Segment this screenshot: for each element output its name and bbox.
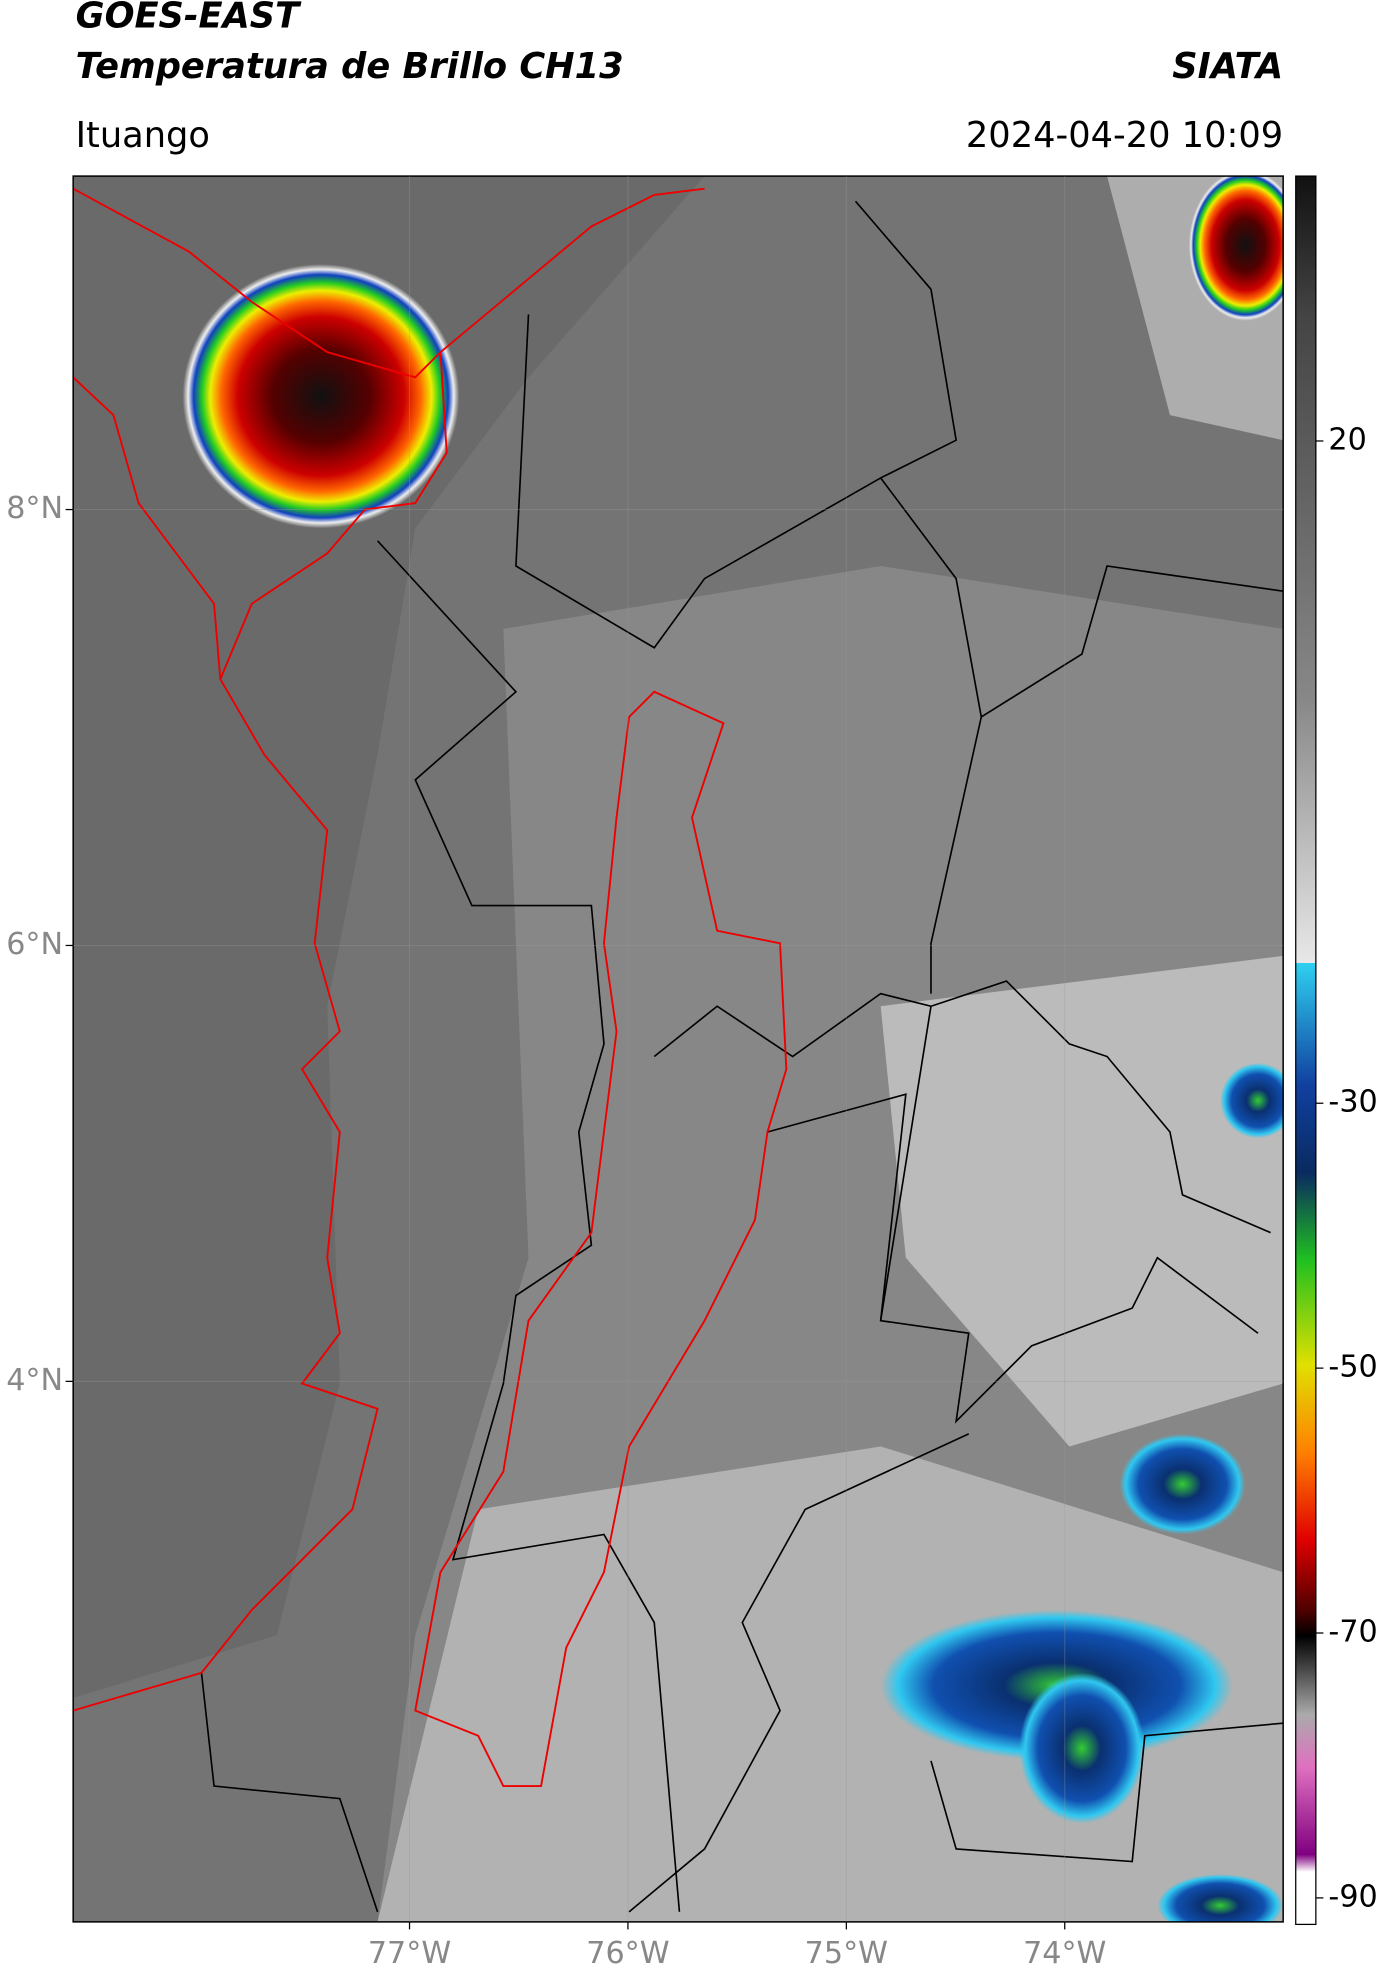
map-frame — [72, 175, 1284, 1923]
lon-tick-label: 77°W — [368, 1936, 451, 1971]
location: Ituango — [76, 115, 210, 156]
lat-tick-label: 4°N — [6, 1363, 63, 1398]
brand: SIATA — [1172, 46, 1283, 87]
satellite-image — [73, 176, 1284, 1922]
lon-tick-label: 76°W — [586, 1936, 669, 1971]
lon-tick-label: 74°W — [1023, 1936, 1106, 1971]
title: GOES-EAST — [76, 0, 302, 37]
lon-tick-label: 75°W — [805, 1936, 888, 1971]
colorbar — [1295, 175, 1317, 1926]
colorbar-tick-label: -90 — [1328, 1879, 1377, 1914]
lat-tick-label: 6°N — [6, 927, 63, 962]
colorbar-tick-label: -50 — [1328, 1350, 1377, 1385]
colorbar-tick-label: -70 — [1328, 1615, 1377, 1650]
timestamp: 2024-04-20 10:09 — [966, 115, 1283, 156]
subtitle: Temperatura de Brillo CH13 — [76, 46, 624, 87]
colorbar-tick-label: -30 — [1328, 1085, 1377, 1120]
colorbar-tick-label: 20 — [1328, 422, 1366, 457]
lat-tick-label: 8°N — [6, 491, 63, 526]
